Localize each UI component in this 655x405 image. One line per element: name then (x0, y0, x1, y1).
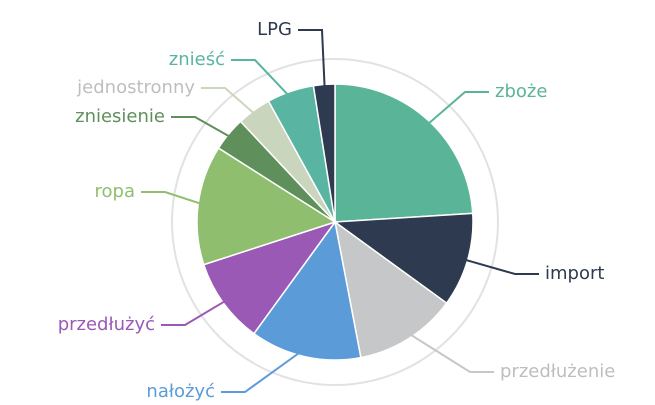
slice-label: ropa (95, 181, 135, 202)
leader-line (201, 87, 261, 119)
slice-label: przedłużyć (58, 314, 155, 335)
leader-line (171, 116, 237, 142)
leader-line (422, 91, 489, 130)
pie-slice (196, 147, 337, 266)
pie-slice (333, 220, 448, 359)
leader-line (298, 29, 326, 95)
slice-label: LPG (257, 19, 292, 40)
slice-label: import (545, 263, 604, 284)
slice-label: nałożyć (146, 381, 215, 402)
outer-ring (171, 58, 499, 386)
leader-line (403, 329, 494, 373)
pie-slice (334, 83, 474, 223)
leader-line (161, 296, 232, 326)
slice-label: zboże (495, 81, 547, 102)
slice-label: znieść (169, 49, 225, 70)
slice-label: zniesienie (75, 106, 165, 127)
leader-line (141, 191, 208, 207)
pie-slice (252, 220, 362, 361)
slice-label: jednostronny (76, 77, 195, 98)
slice-label: przedłużenie (500, 361, 615, 382)
leader-line (231, 59, 295, 102)
leader-line (221, 346, 308, 393)
leader-line (457, 256, 539, 275)
